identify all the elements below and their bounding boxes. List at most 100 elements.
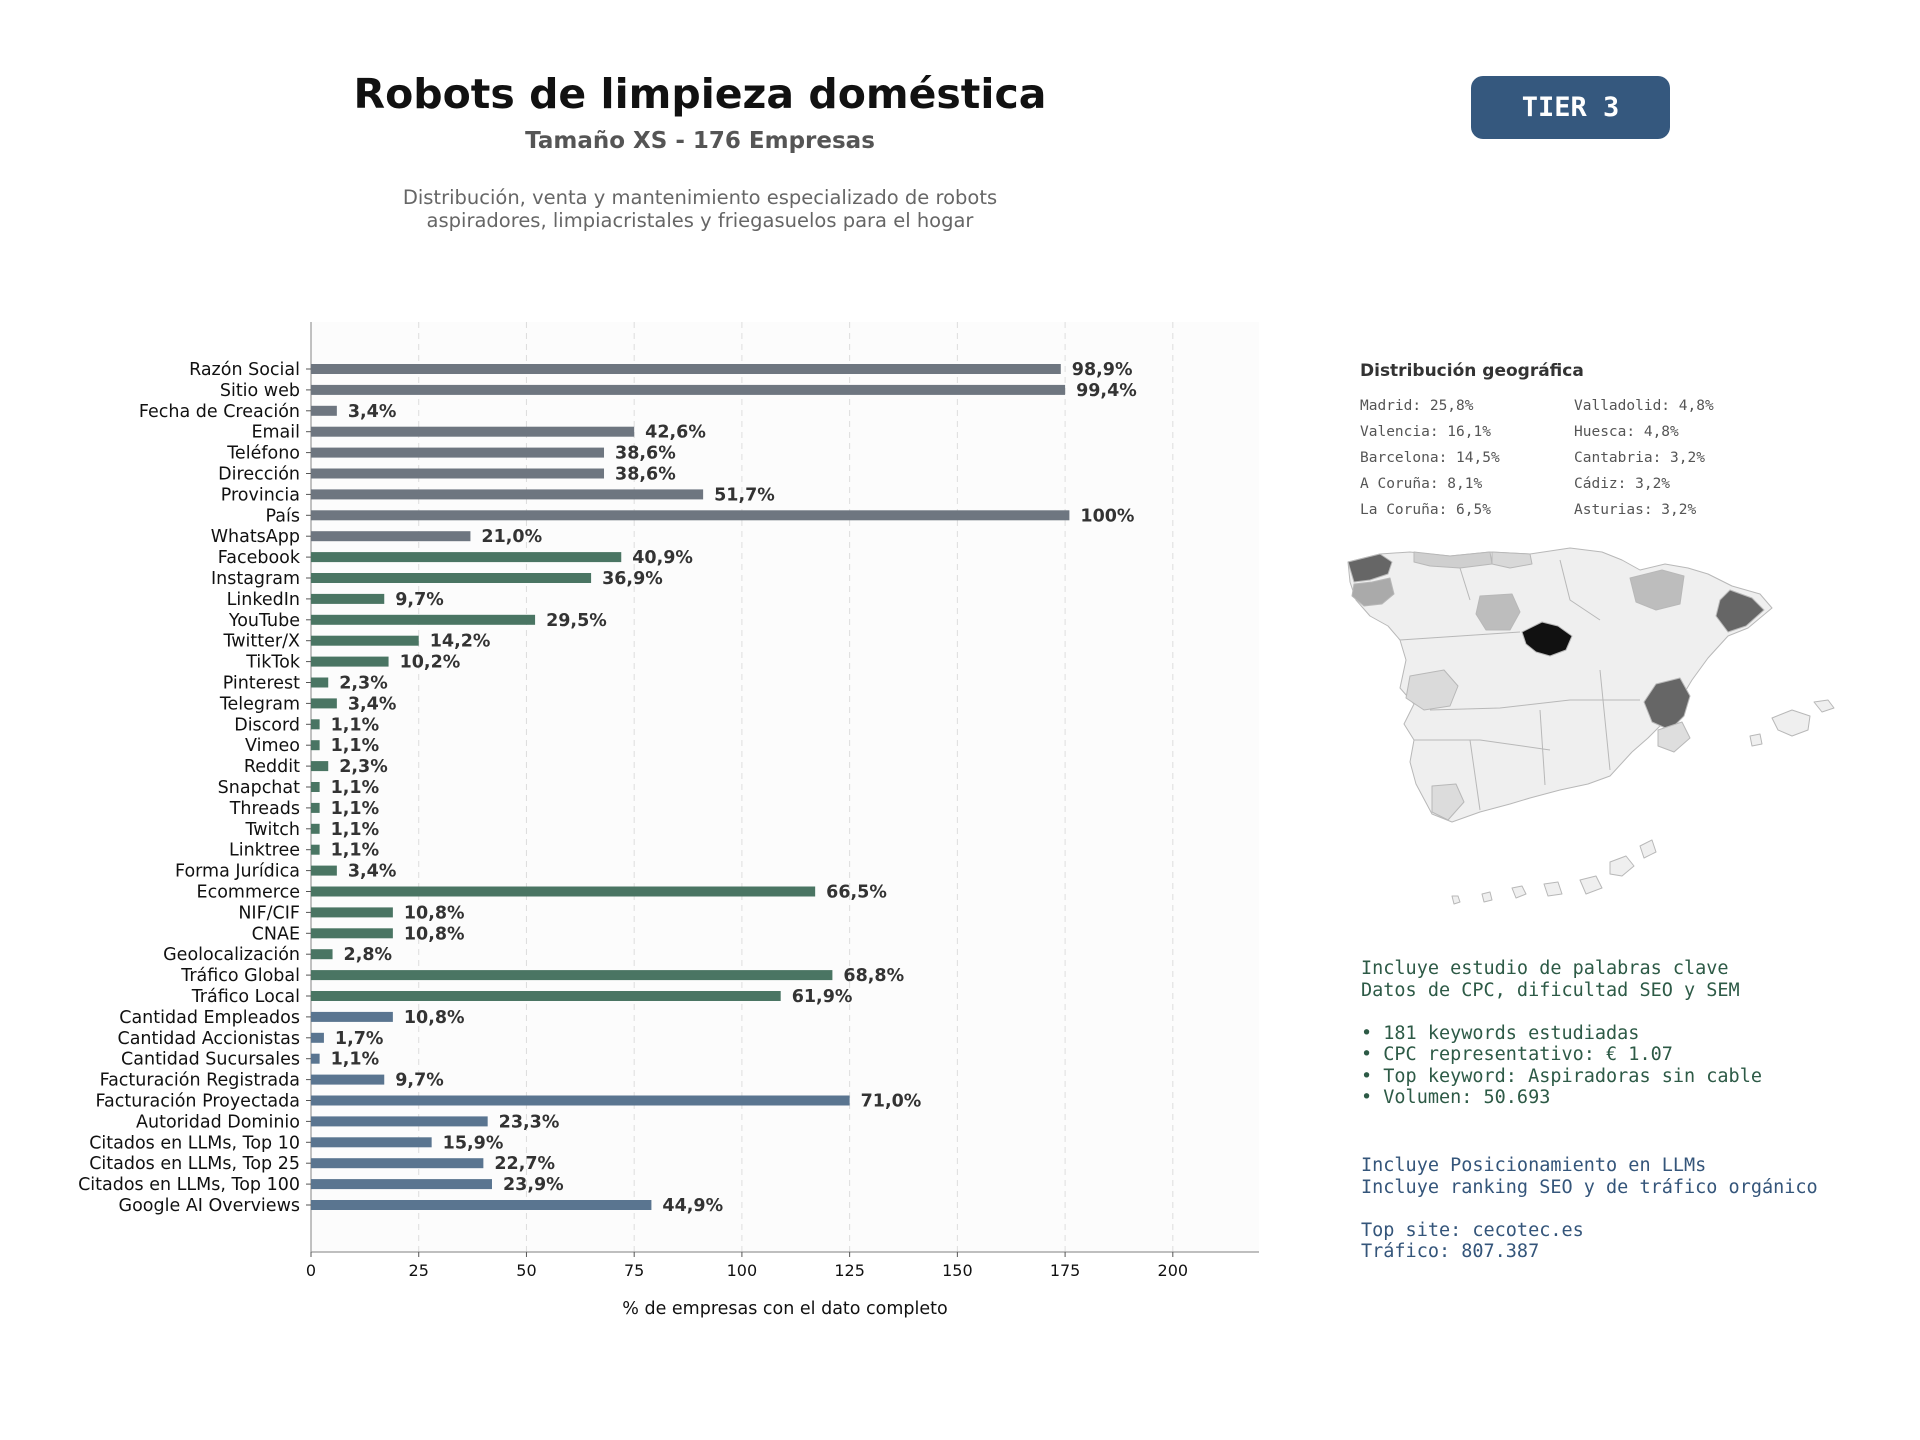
map-canary-5 bbox=[1481, 891, 1493, 903]
map-canary-7 bbox=[1639, 839, 1657, 859]
x-tick-label: 125 bbox=[834, 1261, 865, 1280]
data-label: 9,7% bbox=[395, 1071, 444, 1091]
map-region-cadiz bbox=[1431, 783, 1465, 821]
keywords-bullet: • CPC representativo: € 1.07 bbox=[1361, 1044, 1673, 1065]
data-label: 23,9% bbox=[503, 1175, 564, 1195]
bar bbox=[311, 740, 320, 751]
bar bbox=[311, 573, 592, 583]
geo-distribution-list: Madrid: 25,8% Valladolid: 4,8% Valencia:… bbox=[1360, 398, 1774, 528]
bar bbox=[311, 1137, 432, 1148]
x-tick-label: 100 bbox=[727, 1261, 758, 1280]
category-label: Teléfono bbox=[226, 444, 300, 464]
category-label: Cantidad Empleados bbox=[119, 1008, 300, 1028]
data-label: 71,0% bbox=[861, 1092, 922, 1112]
data-label: 68,8% bbox=[843, 966, 904, 986]
data-label: 1,1% bbox=[331, 778, 380, 798]
bar bbox=[311, 1158, 484, 1169]
page-subtitle: Tamaño XS - 176 Empresas bbox=[525, 128, 875, 154]
map-region-galicia-south bbox=[1351, 577, 1395, 607]
category-label: Threads bbox=[229, 799, 300, 819]
data-label: 14,2% bbox=[430, 632, 491, 652]
data-label: 38,6% bbox=[615, 444, 676, 464]
category-label: Instagram bbox=[211, 569, 300, 589]
geo-entry: Cantabria: 3,2% bbox=[1574, 450, 1705, 466]
map-canary-2 bbox=[1579, 875, 1603, 895]
category-label: País bbox=[266, 506, 300, 526]
category-label: Sitio web bbox=[220, 381, 300, 401]
geo-entry: Madrid: 25,8% bbox=[1360, 398, 1474, 414]
bar bbox=[311, 1179, 492, 1190]
geo-entry: Cádiz: 3,2% bbox=[1574, 476, 1671, 492]
x-tick-label: 75 bbox=[624, 1261, 644, 1280]
category-label: Citados en LLMs, Top 100 bbox=[78, 1175, 300, 1195]
category-label: Facturación Registrada bbox=[100, 1071, 300, 1091]
category-label: CNAE bbox=[252, 924, 300, 944]
data-label: 15,9% bbox=[443, 1133, 504, 1153]
geo-entry: La Coruña: 6,5% bbox=[1360, 502, 1491, 518]
geo-entry: Barcelona: 14,5% bbox=[1360, 450, 1500, 466]
map-canary-4 bbox=[1511, 885, 1527, 899]
map-region-galicia-north bbox=[1347, 553, 1393, 583]
tier-badge: TIER 3 bbox=[1471, 76, 1670, 139]
x-tick-label: 150 bbox=[942, 1261, 973, 1280]
map-canary-1 bbox=[1609, 855, 1635, 877]
keywords-line: Incluye estudio de palabras clave bbox=[1361, 958, 1729, 979]
data-label: 10,8% bbox=[404, 903, 465, 923]
x-tick-label: 25 bbox=[409, 1261, 429, 1280]
bar bbox=[311, 928, 393, 939]
category-label: Cantidad Sucursales bbox=[121, 1050, 300, 1070]
category-label: TikTok bbox=[245, 653, 301, 673]
x-axis-label: % de empresas con el dato completo bbox=[622, 1299, 947, 1319]
map-region-asturias bbox=[1413, 551, 1493, 569]
map-region-internal-line bbox=[1399, 559, 1640, 811]
category-label: YouTube bbox=[228, 611, 300, 631]
bar bbox=[311, 468, 605, 479]
geo-title: Distribución geográfica bbox=[1360, 361, 1584, 381]
category-label: Fecha de Creación bbox=[139, 402, 300, 422]
bar bbox=[311, 865, 337, 876]
map-region-valencia bbox=[1643, 677, 1691, 731]
keywords-bullet: • Volumen: 50.693 bbox=[1361, 1087, 1551, 1108]
data-label: 10,8% bbox=[404, 924, 465, 944]
category-label: Vimeo bbox=[245, 736, 300, 756]
category-label: Ecommerce bbox=[197, 883, 300, 903]
geo-entry: Valencia: 16,1% bbox=[1360, 424, 1491, 440]
category-label: Facebook bbox=[218, 548, 301, 568]
map-mainland bbox=[1347, 547, 1773, 823]
bar bbox=[311, 970, 833, 981]
data-label: 10,2% bbox=[400, 653, 461, 673]
data-label: 44,9% bbox=[662, 1196, 723, 1216]
keywords-line: Datos de CPC, dificultad SEO y SEM bbox=[1361, 979, 1740, 1001]
map-canary-6 bbox=[1451, 895, 1461, 905]
llm-info: Incluye Posicionamiento en LLMs Incluye … bbox=[1361, 1155, 1818, 1263]
map-balearic-mallorca bbox=[1771, 709, 1811, 737]
x-tick-label: 0 bbox=[306, 1261, 316, 1280]
data-label: 10,8% bbox=[404, 1008, 465, 1028]
bar bbox=[311, 593, 385, 604]
data-label: 42,6% bbox=[645, 423, 706, 443]
bar bbox=[311, 844, 320, 855]
category-label: Cantidad Accionistas bbox=[117, 1029, 300, 1049]
bar bbox=[311, 614, 536, 625]
bar bbox=[311, 1095, 850, 1106]
bar bbox=[311, 552, 622, 563]
bar bbox=[311, 489, 704, 500]
category-label: Razón Social bbox=[189, 360, 300, 380]
data-label: 3,4% bbox=[348, 862, 397, 882]
bar bbox=[311, 426, 635, 437]
category-label: Telegram bbox=[219, 694, 300, 714]
top-site: Top site: cecotec.es bbox=[1361, 1219, 1584, 1241]
data-label: 1,1% bbox=[331, 1050, 380, 1070]
bar bbox=[311, 677, 329, 688]
data-label: 23,3% bbox=[499, 1112, 560, 1132]
bar bbox=[311, 719, 320, 730]
data-label: 99,4% bbox=[1076, 381, 1137, 401]
category-label: Twitch bbox=[244, 820, 300, 840]
bar bbox=[311, 1032, 324, 1043]
category-label: Pinterest bbox=[223, 674, 300, 694]
map-region-madrid bbox=[1521, 621, 1573, 657]
data-label: 1,1% bbox=[331, 736, 380, 756]
data-label: 38,6% bbox=[615, 465, 676, 485]
top-site-traffic: Tráfico: 807.387 bbox=[1361, 1241, 1540, 1262]
data-label: 1,1% bbox=[331, 820, 380, 840]
